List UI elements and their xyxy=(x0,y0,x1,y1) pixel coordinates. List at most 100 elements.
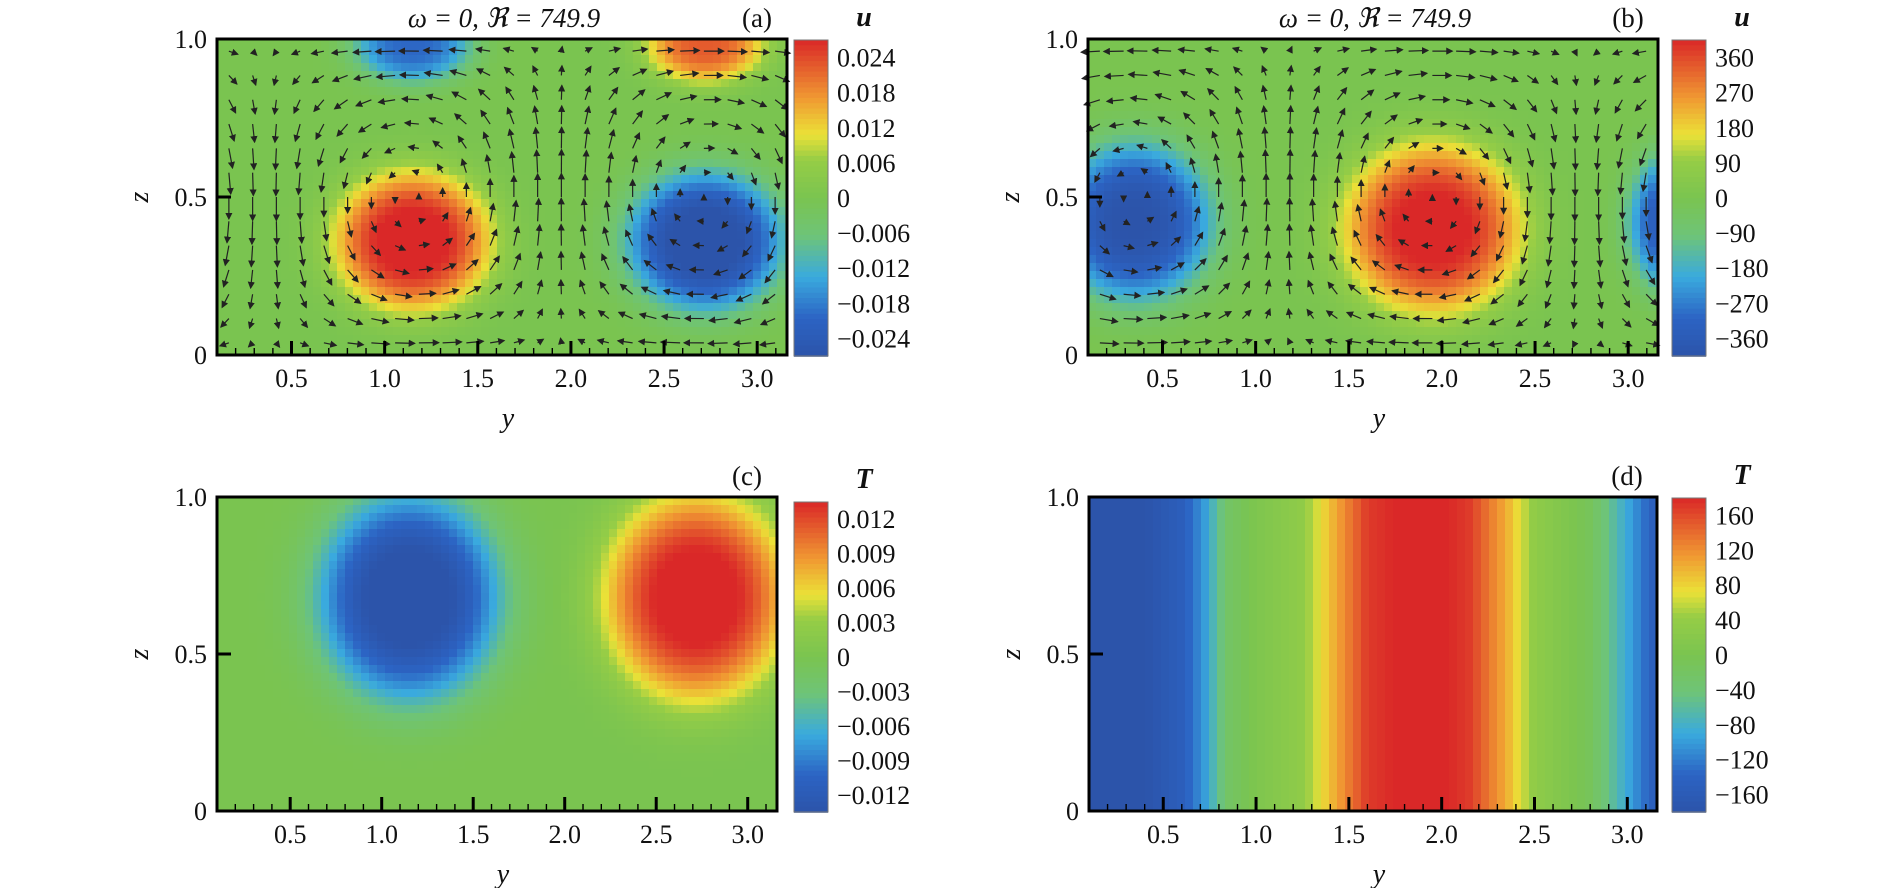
field-cell xyxy=(249,311,258,320)
field-cell xyxy=(1208,215,1217,224)
field-cell xyxy=(689,303,698,312)
field-cell xyxy=(241,303,250,312)
field-cell xyxy=(1376,351,1385,356)
field-cell xyxy=(1312,103,1321,112)
field-cell xyxy=(281,271,290,280)
field-cell xyxy=(1400,255,1409,264)
field-cell xyxy=(393,351,402,356)
field-cell xyxy=(337,239,346,248)
field-cell xyxy=(1248,175,1257,184)
field-cell xyxy=(281,295,290,304)
field-cell xyxy=(257,47,266,56)
field-cell xyxy=(1344,223,1353,232)
colorbar-segment xyxy=(794,87,828,94)
field-cell xyxy=(505,111,514,120)
field-cell xyxy=(673,247,682,256)
velocity-arrow xyxy=(299,318,309,329)
field-cell xyxy=(1280,199,1289,208)
field-cell xyxy=(353,263,362,272)
field-cell xyxy=(641,303,650,312)
field-cell xyxy=(1304,271,1313,280)
field-cell xyxy=(1128,311,1137,320)
field-cell xyxy=(409,151,418,160)
field-cell xyxy=(1376,151,1385,160)
field-cell xyxy=(305,271,314,280)
field-cell xyxy=(593,79,602,88)
field-cell xyxy=(1088,295,1097,304)
field-cell xyxy=(353,215,362,224)
field-cell xyxy=(481,175,490,184)
field-cell xyxy=(345,159,354,168)
field-cell xyxy=(481,327,490,336)
field-cell xyxy=(1184,55,1193,64)
x-tick-label: 0.5 xyxy=(275,364,308,393)
field-cell xyxy=(1256,103,1265,112)
field-cell xyxy=(609,319,618,328)
field-cell xyxy=(465,319,474,328)
field-cell xyxy=(681,223,690,232)
field-cell xyxy=(1280,159,1289,168)
field-cell xyxy=(273,127,282,136)
field-cell xyxy=(249,351,258,356)
field-cell xyxy=(649,311,658,320)
field-cell xyxy=(1232,295,1241,304)
field-cell xyxy=(1376,159,1385,168)
field-cell xyxy=(449,207,458,216)
field-cell xyxy=(225,263,234,272)
field-cell xyxy=(777,319,786,328)
field-cell xyxy=(449,151,458,160)
velocity-arrow xyxy=(774,99,789,111)
field-cell xyxy=(1184,327,1193,336)
field-cell xyxy=(529,271,538,280)
colorbar-segment xyxy=(794,240,828,247)
field-cell xyxy=(1144,207,1153,216)
field-cell xyxy=(745,295,754,304)
field-cell xyxy=(457,231,466,240)
field-cell xyxy=(273,143,282,152)
field-cell xyxy=(249,79,258,88)
field-cell xyxy=(273,55,282,64)
field-cell xyxy=(1160,71,1169,80)
field-cell xyxy=(505,247,514,256)
field-cell xyxy=(593,223,602,232)
field-cell xyxy=(321,71,330,80)
field-cell xyxy=(465,79,474,88)
field-cell xyxy=(673,351,682,356)
field-cell xyxy=(513,127,522,136)
field-cell xyxy=(249,231,258,240)
field-cell xyxy=(593,311,602,320)
field-cell xyxy=(1304,303,1313,312)
field-cell xyxy=(1104,231,1113,240)
field-cell xyxy=(1328,207,1337,216)
field-cell xyxy=(1088,287,1097,296)
field-cell xyxy=(1400,167,1409,176)
field-cell xyxy=(505,207,514,216)
field-cell xyxy=(1200,71,1209,80)
field-cell xyxy=(433,103,442,112)
field-cell xyxy=(1256,327,1265,336)
field-cell xyxy=(633,215,642,224)
velocity-arrow xyxy=(400,95,419,103)
field-cell xyxy=(1280,175,1289,184)
field-cell xyxy=(761,351,770,356)
field-cell xyxy=(1328,55,1337,64)
field-cell xyxy=(401,167,410,176)
field-cell xyxy=(545,183,554,192)
field-cell xyxy=(1208,135,1217,144)
field-cell xyxy=(1168,103,1177,112)
field-cell xyxy=(625,47,634,56)
field-cell xyxy=(665,255,674,264)
field-cell xyxy=(561,103,570,112)
field-cell xyxy=(1160,295,1169,304)
field-cell xyxy=(281,175,290,184)
field-cell xyxy=(673,111,682,120)
field-cell xyxy=(481,319,490,328)
field-cell xyxy=(1136,175,1145,184)
field-cell xyxy=(241,103,250,112)
field-cell xyxy=(553,167,562,176)
field-cell xyxy=(585,311,594,320)
field-cell xyxy=(745,39,754,48)
field-cell xyxy=(1232,111,1241,120)
field-cell xyxy=(633,279,642,288)
field-cell xyxy=(1280,303,1289,312)
